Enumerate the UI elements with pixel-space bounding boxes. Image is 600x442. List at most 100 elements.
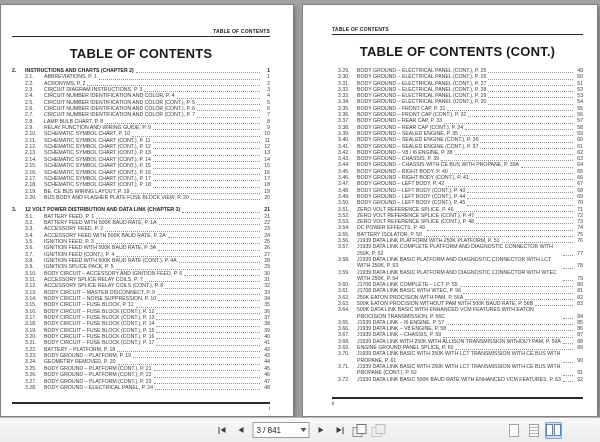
toc-entry-title: GEOMETRY REMOVED, P. 20 <box>44 359 116 366</box>
dot-leader <box>158 224 260 226</box>
dot-leader <box>182 211 260 213</box>
toc-entry-page: 6 <box>267 106 270 113</box>
toc-entry-page: 1 <box>267 68 270 74</box>
toc-entry: 3.54. DC POWER EFFECTS, P. 49 74 <box>332 225 583 231</box>
toc-entry: 2.20. BUS BODY AND FLASHER PLATE FUSE BL… <box>12 195 270 201</box>
toc-entry-title: BODY GROUND – RIGHT BODY, P. 40 <box>357 168 448 175</box>
dot-leader <box>165 287 260 289</box>
toc-entry-title: BODY GROUND – SEALED ENGINE (CONT.), P. … <box>357 143 479 150</box>
toc-entry-number: 3.30. <box>338 74 350 81</box>
toc-entry-number: 3.11. <box>25 277 37 283</box>
next-page-button[interactable] <box>314 422 329 438</box>
dot-leader <box>131 192 260 194</box>
dot-leader <box>449 173 573 175</box>
dot-leader <box>444 122 573 124</box>
toc-entry: 3.56. J1939 DATA LINK PLATFORM WITH 250K… <box>332 238 583 244</box>
toc-entry-page: 69 <box>577 193 583 200</box>
toc-entry-title: CIRCUIT NUMBER IDENTIFICATION AND COLOR,… <box>44 93 175 100</box>
toc-entry: 2.18. SCHEMATIC SYMBOL CHART (CONT.), P.… <box>12 182 270 188</box>
toc-entry: 3.59. J1939 DATA LINK BASIC PLATFORM AND… <box>332 270 583 283</box>
toc-entry-number: 3.19. <box>25 327 37 334</box>
dot-leader <box>184 275 260 276</box>
first-page-button[interactable] <box>215 422 230 438</box>
toc-entry-page: 71 <box>577 206 583 213</box>
dot-leader <box>446 324 573 326</box>
toc-entry-page: 89 <box>577 345 583 352</box>
previous-page-button[interactable] <box>234 422 249 438</box>
toc-entry-number: 3.33. <box>338 93 350 100</box>
toc-entry-page: 77 <box>577 250 583 257</box>
toc-entry-page: 78 <box>577 263 583 270</box>
toc-entry: 3.57. J1939 DATA LINK COMPLETE PLATFORM … <box>332 244 583 257</box>
dot-leader <box>133 357 260 359</box>
toc-entry-number: 2.18. <box>25 182 37 189</box>
toc-entry: 3.33. BODY GROUND – ELECTRICAL PANEL (CO… <box>332 93 583 99</box>
next-view-button[interactable] <box>371 422 386 438</box>
previous-view-icon <box>352 424 367 437</box>
toc-entry-title: IGNITION FEED (CONT.), P. 4 <box>44 251 115 258</box>
toc-entry: 3.38. BODY GROUND – REAR CAP (CONT.), P.… <box>332 125 583 131</box>
dot-leader <box>521 166 573 168</box>
dot-leader <box>454 154 573 156</box>
toc-entry-page: 47 <box>264 378 270 385</box>
continuous-view-button[interactable] <box>525 422 542 439</box>
toc-entry: 2.17. SCHEMATIC SYMBOL CHART (CONT.), P.… <box>12 176 270 182</box>
two-page-view-button[interactable] <box>545 421 562 439</box>
dot-leader <box>563 361 573 363</box>
toc-entry-page: 21 <box>264 213 270 220</box>
dot-leader <box>152 167 260 169</box>
toc-entry-title: ACCESSORY SPLICE RELAY COILS, P. 7 <box>44 277 143 283</box>
toc-entry-page: 81 <box>577 288 583 295</box>
toc-entry-page: 23 <box>264 226 270 233</box>
dot-leader <box>144 91 260 93</box>
toc-entry-title: BODY CIRCUIT – FUSE BLOCK (CONT.), P. 12 <box>44 308 155 315</box>
dot-leader <box>465 128 573 130</box>
toc-entry-number: 3.55. <box>338 231 350 238</box>
toc-entry: 3. 12 VOLT POWER DISTRIBUTION AND DATA L… <box>12 207 270 213</box>
toc-entry-title: J1939 DATA LINK PLATFORM WITH 250K PLATF… <box>357 238 500 245</box>
toc-entry: 3.66. J1939 DATA LINK – V8 ENGINE, P. 58… <box>332 326 583 332</box>
toc-entry-number: 3.16. <box>25 308 37 315</box>
dot-leader <box>467 204 573 206</box>
toc-entry-number: 3.50. <box>338 200 350 207</box>
toc-entry-page: 82 <box>577 294 583 301</box>
toc-entry-page: 17 <box>264 175 270 182</box>
toc-entry: 2.19. BE, CE BUS WIRING LAYOUT, P. 19 19 <box>12 189 270 195</box>
toc-entry-title: J1939 DATA LINK BASIC PLATFORM AND DIAGN… <box>357 269 557 282</box>
dot-leader <box>152 142 260 144</box>
toc-entry-title: BODY GROUND – LEFT BODY (CONT.), P. 44 <box>357 193 466 200</box>
toc-entry-number: 3.65. <box>338 319 350 326</box>
toc-entry-page: 46 <box>264 372 270 379</box>
toc-entry-number: 3.51. <box>338 206 350 213</box>
toc-entry-title: IGNITION SPLICE PACK, P. 5 <box>44 264 114 271</box>
toc-entry-page: 75 <box>577 231 583 238</box>
page-navigation-group: 3 / 841 <box>215 418 386 442</box>
document-page-right: TABLE OF CONTENTS TABLE OF CONTENTS (CON… <box>303 5 597 416</box>
toc-entry: 3.42. BODY GROUND – V8 / I6 ENGINE, P. 3… <box>332 150 583 156</box>
viewer-toolbar: 3 / 841 <box>0 417 600 442</box>
toc-entry-number: 3.40. <box>338 137 350 144</box>
dot-leader <box>480 141 573 143</box>
toc-entry-page: 48 <box>264 384 270 391</box>
chevron-down-icon[interactable] <box>300 428 307 432</box>
page-number-input[interactable]: 3 / 841 <box>252 422 310 438</box>
single-page-view-button[interactable] <box>505 422 522 439</box>
toc-entry-number: 3.37. <box>338 118 350 125</box>
toc-entry-title: J1939 DATA LINK BASIC WITH 250K WITH LCT… <box>357 351 561 364</box>
first-page-icon <box>218 426 220 434</box>
previous-view-button[interactable] <box>352 422 367 438</box>
toc-entry-number: 3.38. <box>338 124 350 131</box>
dot-leader <box>117 351 260 353</box>
toc-entry-title: BODY GROUND – FRONT CAP, P. 31 <box>357 105 446 112</box>
dot-leader <box>152 154 260 156</box>
toc-entry-number: 3.31. <box>338 80 350 87</box>
dot-leader <box>156 294 260 296</box>
last-page-button[interactable] <box>333 422 348 438</box>
footer-rule <box>332 397 583 399</box>
dot-leader <box>152 129 260 131</box>
toc-entry: 3.40. BODY GROUND – SEALED ENGINE (CONT.… <box>332 137 583 143</box>
dot-leader <box>197 110 260 112</box>
last-page-icon <box>336 427 342 433</box>
toc-entry: 3.14. BODY CIRCUIT – NOISE SUPPRESSION, … <box>12 296 270 302</box>
toc-entry-page: 8 <box>267 118 270 125</box>
